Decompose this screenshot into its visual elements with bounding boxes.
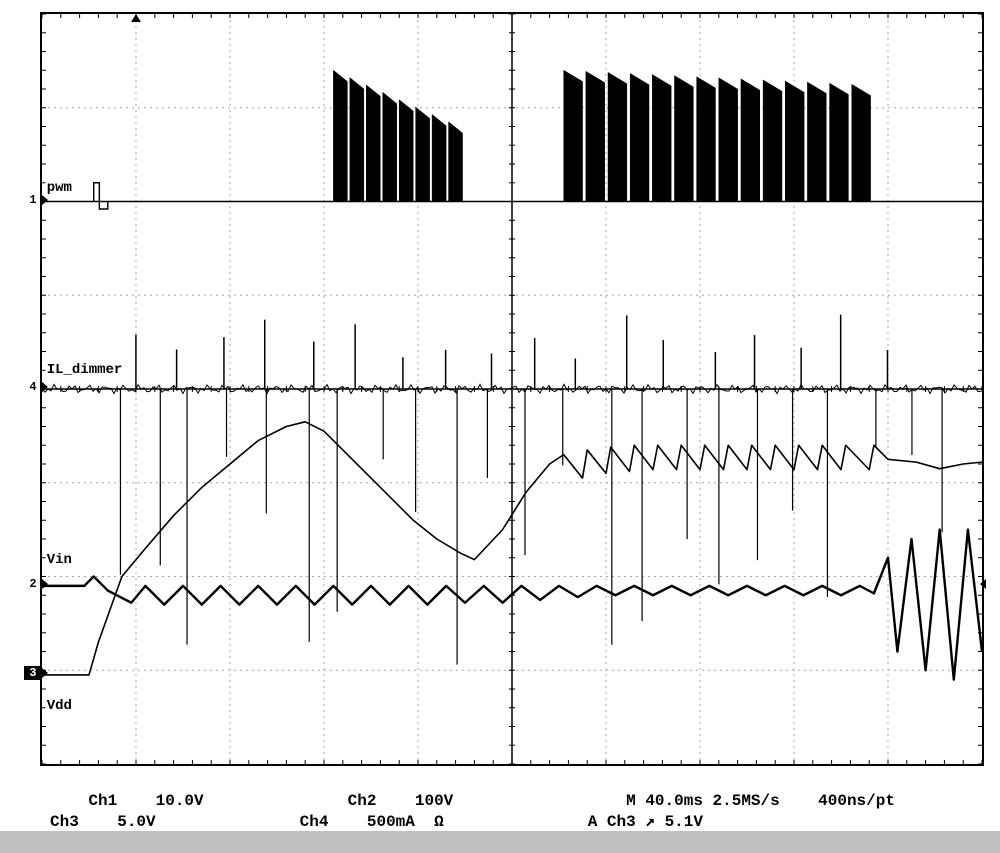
channel-marker-3: 3 — [24, 666, 42, 680]
channel-marker-2: 2 — [24, 577, 42, 591]
readout-ch1: Ch1 10.0V — [88, 792, 203, 810]
waveform-label-vin: Vin — [45, 552, 74, 568]
waveform-label-vdd: Vdd — [45, 698, 74, 714]
channel-marker-4: 4 — [24, 380, 42, 394]
readout-trigger: A Ch3 ↗ 5.1V — [588, 813, 703, 831]
oscilloscope-screenshot: 1 4 2 3 pwm IL_dimmer Vin Vdd Ch1 10.0V Ch2 10… — [0, 0, 1000, 831]
ground-marker-right — [980, 579, 986, 589]
plot-area — [40, 12, 984, 766]
waveform-canvas — [42, 14, 982, 764]
readout-timebase: M 40.0ms 2.5MS/s 400ns/pt — [626, 792, 895, 810]
readout-ch3: Ch3 5.0V — [50, 813, 156, 831]
channel-readout: Ch1 10.0V Ch2 100V M 40.0ms 2.5MS/s 400n… — [50, 770, 895, 853]
waveform-label-pwm: pwm — [45, 180, 74, 196]
readout-ch4: Ch4 500mA Ω — [300, 813, 444, 831]
readout-ch2: Ch2 100V — [348, 792, 454, 810]
channel-marker-1: 1 — [24, 193, 42, 207]
waveform-label-il_dimmer: IL_dimmer — [45, 362, 125, 378]
